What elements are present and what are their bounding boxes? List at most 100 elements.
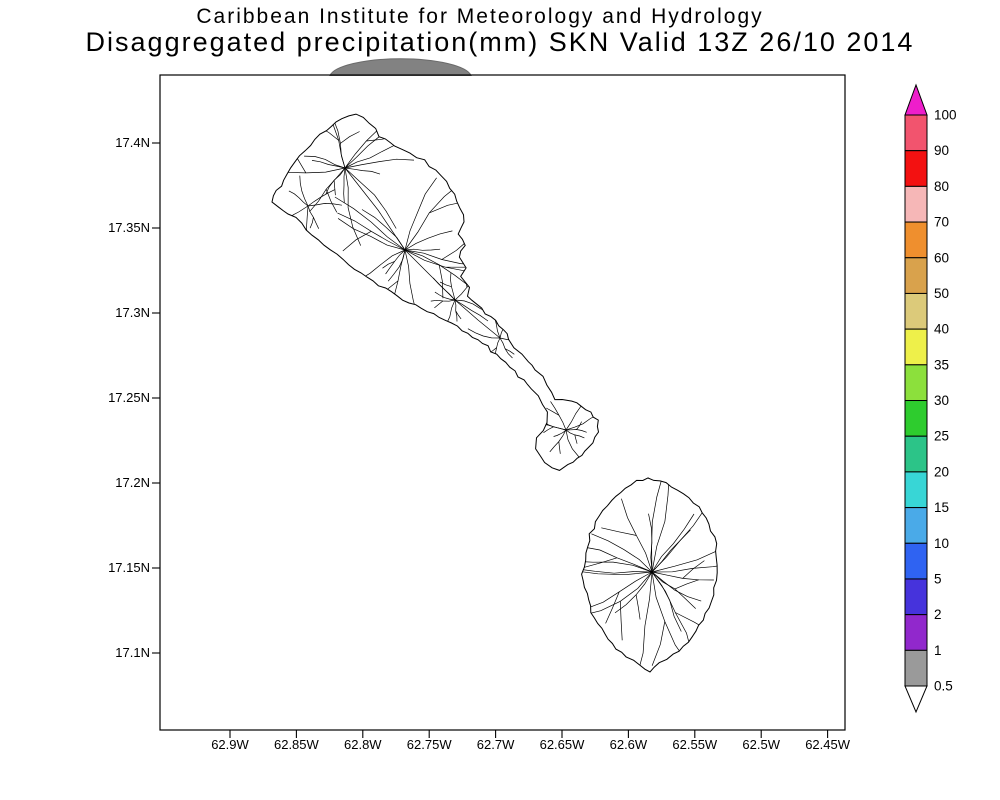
stream-line — [404, 230, 453, 251]
colorbar-segment — [904, 614, 928, 651]
stream-line — [334, 196, 406, 251]
colorbar-level-label: 40 — [934, 322, 949, 337]
stream-line — [311, 160, 346, 169]
lon-axis-label: 62.7W — [477, 737, 515, 752]
lat-axis-label: 17.4N — [115, 135, 150, 150]
lat-axis-label: 17.15N — [108, 560, 150, 575]
axis-ticks — [152, 142, 829, 738]
stream-branch — [576, 421, 582, 430]
colorbar-segment — [904, 507, 928, 544]
stream-line — [304, 155, 346, 169]
stream-line — [357, 249, 406, 281]
colorbar-segment — [904, 435, 928, 473]
lon-axis-label: 62.6W — [610, 737, 648, 752]
lon-axis-label: 62.5W — [742, 737, 780, 752]
stream-line — [344, 167, 362, 246]
colorbar-segment — [904, 221, 928, 259]
stream-line — [344, 167, 381, 175]
stream-branch — [455, 310, 462, 320]
stream-branch — [504, 348, 515, 355]
colorbar-level-label: 0.5 — [934, 679, 953, 694]
stream-line — [361, 209, 406, 251]
stream-line — [454, 299, 489, 322]
drainage-network — [272, 114, 718, 672]
stream-branch — [439, 281, 452, 288]
stream-line — [288, 205, 309, 218]
gray-blob — [329, 58, 472, 76]
stream-line — [572, 560, 653, 573]
colorbar: 100 90 80 70 60 50 40 35 30 25 20 15 10 5 2 1 0.5 — [904, 83, 957, 714]
colorbar-level-label: 30 — [934, 393, 949, 408]
stream-line — [467, 328, 501, 339]
stream-branch — [382, 261, 395, 269]
colorbar-level-label: 90 — [934, 143, 949, 158]
stream-branch — [340, 131, 360, 144]
stream-line — [651, 513, 695, 573]
colorbar-segment — [904, 292, 928, 330]
stream-line — [307, 203, 342, 207]
stream-line — [651, 529, 691, 573]
colorbar-level-label: 1 — [934, 643, 942, 658]
stream-branch — [342, 230, 372, 252]
stream-line — [651, 571, 702, 602]
colorbar-segment — [904, 114, 928, 152]
lat-axis-label: 17.25N — [108, 390, 150, 405]
stream-line — [565, 413, 599, 431]
colorbar-level-label: 25 — [934, 429, 949, 444]
lon-axis-label: 62.8W — [344, 737, 382, 752]
colorbar-segment — [904, 400, 928, 437]
colorbar-segment — [904, 364, 928, 402]
stream-line — [651, 538, 718, 573]
colorbar-level-label: 50 — [934, 286, 949, 301]
stream-branch — [309, 217, 314, 229]
lon-axis-label: 62.45W — [805, 737, 851, 752]
stream-line — [404, 177, 437, 251]
colorbar-segment — [904, 150, 928, 187]
stream-line — [651, 468, 670, 573]
lat-axis-label: 17.2N — [115, 475, 150, 490]
stream-line — [591, 533, 653, 573]
axis-labels: 17.4N 17.35N 17.3N 17.25N 17.2N 17.15N 17.1N 62… — [108, 135, 851, 752]
colorbar-level-label: 5 — [934, 572, 942, 587]
lon-axis-label: 62.55W — [672, 737, 718, 752]
map-title: Disaggregated precipitation(mm) SKN Vali… — [85, 27, 915, 57]
institute-title: Caribbean Institute for Meteorology and … — [196, 5, 764, 28]
colorbar-upper-arrow — [904, 83, 928, 116]
stream-branch — [635, 594, 641, 620]
colorbar-level-label: 2 — [934, 607, 942, 622]
stream-branch — [438, 264, 444, 299]
stream-branch — [682, 560, 705, 579]
stream-branch — [558, 441, 561, 454]
colorbar-level-label: 20 — [934, 464, 949, 479]
colorbar-level-label: 100 — [934, 108, 957, 123]
colorbar-level-label: 80 — [934, 179, 949, 194]
stream-line — [343, 167, 346, 203]
stream-branch — [546, 407, 560, 416]
lon-axis-label: 62.75W — [407, 737, 453, 752]
lon-axis-label: 62.9W — [211, 737, 249, 752]
lon-axis-label: 62.65W — [540, 737, 586, 752]
stream-line — [651, 472, 664, 573]
colorbar-level-label: 15 — [934, 500, 949, 515]
colorbar-segment — [904, 578, 928, 616]
stream-branch — [651, 621, 666, 666]
stream-line — [432, 277, 456, 301]
stream-branch — [333, 180, 336, 196]
ridge-line — [344, 167, 501, 339]
colorbar-segment — [904, 542, 928, 580]
lon-axis-label: 62.85W — [274, 737, 320, 752]
stream-line — [344, 167, 397, 229]
colorbar-segment — [904, 328, 928, 366]
stream-line — [576, 568, 653, 574]
stream-line — [434, 291, 456, 301]
stream-line — [344, 145, 395, 169]
colorbar-segment — [904, 185, 928, 223]
stream-line — [299, 175, 309, 207]
stream-line — [404, 248, 441, 251]
stream-branch — [619, 601, 623, 641]
stream-line — [288, 190, 309, 207]
colorbar-segment — [904, 649, 928, 687]
stream-line — [307, 189, 335, 207]
colorbar-level-label: 70 — [934, 215, 949, 230]
